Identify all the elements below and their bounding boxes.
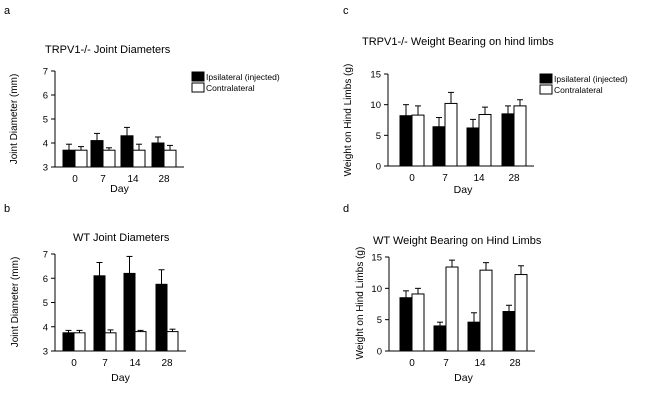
bar <box>90 140 104 168</box>
bar <box>433 325 447 352</box>
bar <box>62 332 75 352</box>
x-tick-label: 7 <box>443 358 449 369</box>
x-tick-label: 0 <box>72 174 78 185</box>
chart-panel-a: a TRPV1-/- Joint Diameters 3 4 5 6 7 Joint Diam… <box>4 5 280 195</box>
bar <box>411 293 425 352</box>
chart-title: WT Joint Diameters <box>73 232 170 244</box>
legend-label: Ipsilateral (injected) <box>206 72 280 82</box>
y-tick-label: 3 <box>43 163 48 174</box>
bar <box>411 114 425 167</box>
bar <box>62 149 76 168</box>
y-tick-label: 15 <box>370 70 381 81</box>
panel-letter: a <box>4 5 11 17</box>
y-axis-label: Joint Diameter (mm) <box>9 74 20 165</box>
x-tick-label: 0 <box>409 358 415 369</box>
x-axis-label: Day <box>454 372 473 384</box>
y-tick-label: 0 <box>376 162 381 173</box>
panel-letter: c <box>343 5 349 17</box>
bar <box>120 135 134 168</box>
y-tick-label: 6 <box>43 274 48 285</box>
panel-letter: b <box>4 203 10 215</box>
legend-label: Contralateral <box>206 83 255 93</box>
bar <box>123 272 136 352</box>
chart-title: WT Weight Bearing on Hind Limbs <box>373 235 542 247</box>
bar <box>399 297 413 352</box>
bar <box>467 321 481 352</box>
y-tick-label: 6 <box>43 91 48 102</box>
bar <box>445 266 459 352</box>
bar <box>399 115 413 167</box>
legend-swatch <box>539 73 553 84</box>
y-tick-label: 10 <box>370 100 381 111</box>
bar <box>479 269 493 352</box>
bar <box>163 149 177 168</box>
chart-panel-c: c TRPV1-/- Weight Bearing on hind limbs 0 5… <box>343 5 628 196</box>
x-tick-label: 0 <box>409 173 415 184</box>
bar <box>102 149 116 168</box>
x-tick-label: 28 <box>509 358 521 369</box>
bar <box>514 274 528 352</box>
chart-title: TRPV1-/- Weight Bearing on hind limbs <box>362 36 554 48</box>
y-tick-label: 5 <box>43 115 48 126</box>
x-tick-label: 28 <box>158 174 170 185</box>
y-tick-label: 5 <box>376 131 381 142</box>
bar <box>74 149 88 168</box>
x-tick-label: 14 <box>474 358 486 369</box>
legend-swatch <box>539 84 553 95</box>
x-tick-label: 7 <box>102 358 108 369</box>
x-tick-label: 14 <box>129 358 141 369</box>
legend-swatch <box>191 71 205 82</box>
bar <box>466 127 480 167</box>
y-tick-label: 7 <box>43 67 48 78</box>
x-tick-label: 7 <box>100 174 106 185</box>
y-tick-label: 0 <box>377 347 382 358</box>
y-axis-label: Weight on Hind Limbs (g) <box>343 64 354 177</box>
bar <box>513 105 527 167</box>
y-tick-label: 5 <box>377 315 382 326</box>
bar <box>104 332 117 352</box>
x-tick-label: 7 <box>442 173 448 184</box>
bar <box>478 113 492 167</box>
chart-panel-d: d WT Weight Bearing on Hind Limbs 0 5 10 15 We… <box>343 203 542 384</box>
y-tick-label: 3 <box>43 347 48 358</box>
y-tick-label: 7 <box>43 250 48 261</box>
y-tick-label: 10 <box>371 284 382 295</box>
bar <box>155 283 168 352</box>
y-tick-label: 4 <box>43 322 48 333</box>
y-axis-label: Weight on Hind Limbs (g) <box>355 247 366 360</box>
bar <box>502 311 516 352</box>
bar <box>432 126 446 167</box>
x-axis-label: Day <box>110 183 129 195</box>
bar <box>93 275 106 352</box>
x-tick-label: 28 <box>161 358 173 369</box>
y-tick-label: 15 <box>371 253 382 264</box>
x-axis-label: Day <box>111 372 130 384</box>
bar <box>73 332 86 352</box>
legend-label: Contralateral <box>554 85 603 95</box>
y-axis-label: Joint Diameter (mm) <box>10 257 21 348</box>
x-tick-label: 28 <box>508 173 520 184</box>
y-tick-label: 4 <box>43 139 48 150</box>
bar <box>444 102 458 167</box>
bar <box>501 113 515 167</box>
legend-label: Ipsilateral (injected) <box>554 74 628 84</box>
chart-panel-b: b WT Joint Diameters 3 4 5 6 7 Joint Diameter (… <box>4 203 186 384</box>
x-tick-label: 14 <box>127 174 139 185</box>
chart-title: TRPV1-/- Joint Diameters <box>45 44 171 56</box>
x-tick-label: 0 <box>71 358 77 369</box>
legend: Ipsilateral (injected)Contralateral <box>191 71 280 93</box>
x-axis-label: Day <box>454 184 473 196</box>
y-tick-label: 5 <box>43 298 48 309</box>
bar <box>134 331 147 352</box>
legend-swatch <box>191 82 205 93</box>
panel-letter: d <box>343 203 349 215</box>
legend: Ipsilateral (injected)Contralateral <box>539 73 628 95</box>
bar <box>132 149 146 168</box>
bar <box>151 142 165 168</box>
bar <box>166 331 179 352</box>
x-tick-label: 14 <box>473 173 485 184</box>
